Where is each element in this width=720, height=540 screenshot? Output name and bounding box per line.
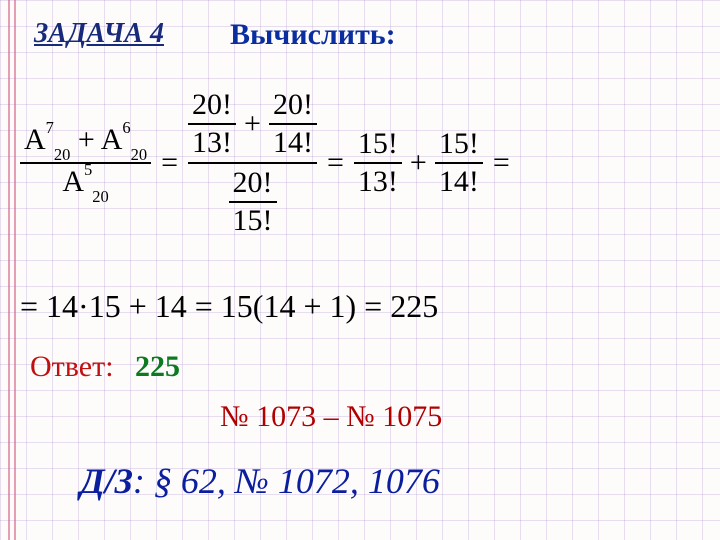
- factorial-den: 15!: [229, 206, 277, 236]
- task-title: ЗАДАЧА 4: [34, 18, 164, 50]
- math-line-2: = 14·15 + 14 = 15(14 + 1) = 225: [20, 290, 438, 322]
- step2-bigfraction: 20! 13! + 20! 14! 20!: [188, 90, 317, 236]
- lhs-fraction: A720 + A620 A520: [20, 125, 151, 202]
- factorial-den: 14!: [269, 128, 317, 158]
- factorial-num: 20!: [188, 90, 236, 120]
- homework-prefix: Д/З: [80, 461, 133, 501]
- plus-sign: +: [402, 148, 435, 178]
- equals-sign: =: [151, 148, 188, 178]
- factorial-num: 20!: [269, 90, 317, 120]
- plus-sign: +: [78, 123, 95, 156]
- equals-sign: =: [483, 148, 520, 178]
- step3-frac2: 15! 14!: [435, 129, 483, 197]
- graph-paper-background: [0, 0, 720, 540]
- problems-range: № 1073 – № 1075: [220, 400, 442, 434]
- step3-frac1: 15! 13!: [354, 129, 402, 197]
- calculate-label: Вычислить:: [230, 18, 396, 52]
- perm-A: A: [101, 123, 123, 156]
- margin-line: [8, 0, 10, 540]
- factorial-den: 13!: [354, 167, 402, 197]
- factorial-num: 15!: [435, 129, 483, 159]
- margin-line: [14, 0, 16, 540]
- answer-block: Ответ: 225: [30, 350, 180, 384]
- factorial-num: 20!: [229, 168, 277, 198]
- answer-label: Ответ:: [30, 350, 114, 383]
- homework-line: Д/З: § 62, № 1072, 1076: [80, 460, 440, 502]
- answer-value: 225: [135, 350, 180, 383]
- perm-A: A: [24, 123, 46, 156]
- factorial-num: 15!: [354, 129, 402, 159]
- factorial-den: 13!: [188, 128, 236, 158]
- plus-sign: +: [236, 109, 269, 139]
- equals-sign: =: [317, 148, 354, 178]
- perm-A: A: [62, 165, 84, 198]
- math-line-1: A720 + A620 A520 = 20! 13!: [20, 90, 520, 236]
- factorial-den: 14!: [435, 167, 483, 197]
- homework-text: : § 62, № 1072, 1076: [133, 461, 440, 501]
